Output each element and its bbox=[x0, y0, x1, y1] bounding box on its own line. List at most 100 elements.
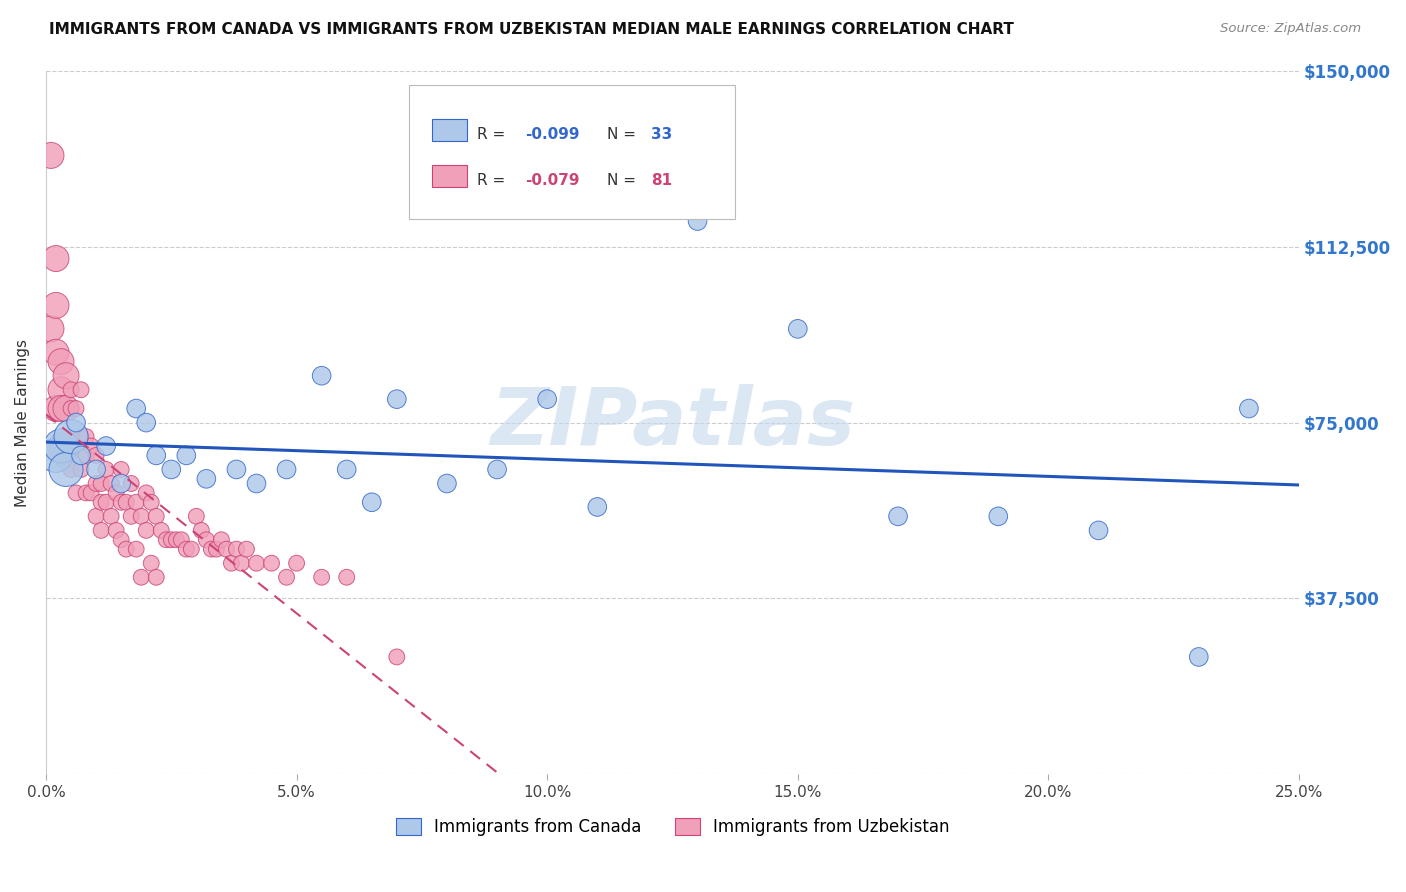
Point bbox=[336, 462, 359, 476]
Point bbox=[205, 542, 228, 557]
Text: R =: R = bbox=[477, 128, 510, 143]
Point bbox=[55, 401, 77, 416]
Point bbox=[75, 449, 97, 463]
Point bbox=[49, 354, 72, 368]
Legend: Immigrants from Canada, Immigrants from Uzbekistan: Immigrants from Canada, Immigrants from … bbox=[389, 812, 956, 843]
Point bbox=[215, 542, 238, 557]
Point bbox=[80, 486, 103, 500]
Point bbox=[160, 462, 183, 476]
Point bbox=[209, 533, 232, 547]
Point bbox=[105, 486, 128, 500]
Point bbox=[70, 462, 93, 476]
Point bbox=[115, 495, 138, 509]
Point bbox=[65, 416, 87, 430]
Point bbox=[94, 462, 117, 476]
Point bbox=[129, 509, 152, 524]
Point bbox=[49, 439, 72, 453]
Point bbox=[84, 509, 107, 524]
Point bbox=[135, 416, 157, 430]
Point bbox=[186, 509, 208, 524]
Point bbox=[221, 556, 243, 570]
Text: 81: 81 bbox=[651, 173, 672, 188]
Point bbox=[276, 462, 298, 476]
Point bbox=[1188, 649, 1211, 664]
Point bbox=[110, 495, 132, 509]
Text: Source: ZipAtlas.com: Source: ZipAtlas.com bbox=[1220, 22, 1361, 36]
Point bbox=[260, 556, 283, 570]
Text: N =: N = bbox=[607, 173, 641, 188]
Point bbox=[385, 649, 408, 664]
Point bbox=[436, 476, 458, 491]
Text: IMMIGRANTS FROM CANADA VS IMMIGRANTS FROM UZBEKISTAN MEDIAN MALE EARNINGS CORREL: IMMIGRANTS FROM CANADA VS IMMIGRANTS FRO… bbox=[49, 22, 1014, 37]
Point bbox=[155, 533, 177, 547]
Point bbox=[90, 524, 112, 538]
Point bbox=[231, 556, 253, 570]
Point bbox=[165, 533, 187, 547]
Point bbox=[245, 476, 267, 491]
Point bbox=[60, 462, 83, 476]
Point bbox=[49, 401, 72, 416]
Point bbox=[90, 476, 112, 491]
Point bbox=[200, 542, 222, 557]
Point bbox=[385, 392, 408, 406]
Point bbox=[311, 570, 333, 584]
Point bbox=[129, 570, 152, 584]
Point bbox=[145, 509, 167, 524]
Point bbox=[90, 495, 112, 509]
Point bbox=[486, 462, 509, 476]
Point bbox=[100, 509, 122, 524]
Point bbox=[84, 476, 107, 491]
Point bbox=[311, 368, 333, 383]
Point bbox=[70, 383, 93, 397]
Point bbox=[141, 556, 163, 570]
Point bbox=[60, 383, 83, 397]
Point bbox=[225, 542, 247, 557]
Point bbox=[245, 556, 267, 570]
Point bbox=[145, 449, 167, 463]
Point bbox=[45, 449, 67, 463]
Point bbox=[75, 430, 97, 444]
Point bbox=[190, 524, 212, 538]
Point bbox=[55, 449, 77, 463]
Point bbox=[115, 542, 138, 557]
Point bbox=[786, 322, 808, 336]
FancyBboxPatch shape bbox=[432, 119, 467, 141]
Point bbox=[987, 509, 1010, 524]
Point bbox=[65, 401, 87, 416]
Point bbox=[75, 486, 97, 500]
Text: ZIPatlas: ZIPatlas bbox=[491, 384, 855, 461]
Point bbox=[1237, 401, 1260, 416]
Point bbox=[84, 462, 107, 476]
Point bbox=[39, 148, 62, 162]
Point bbox=[84, 449, 107, 463]
Point bbox=[686, 214, 709, 228]
Point bbox=[65, 486, 87, 500]
Point bbox=[360, 495, 382, 509]
Point bbox=[125, 495, 148, 509]
Point bbox=[70, 430, 93, 444]
Text: N =: N = bbox=[607, 128, 641, 143]
Point bbox=[225, 462, 247, 476]
Text: R =: R = bbox=[477, 173, 510, 188]
Point bbox=[94, 495, 117, 509]
Point bbox=[70, 449, 93, 463]
Point bbox=[110, 533, 132, 547]
Point bbox=[135, 524, 157, 538]
Point bbox=[285, 556, 308, 570]
Point bbox=[45, 298, 67, 312]
Point bbox=[125, 401, 148, 416]
Point bbox=[176, 542, 198, 557]
Text: 33: 33 bbox=[651, 128, 672, 143]
Point bbox=[110, 462, 132, 476]
Point bbox=[100, 476, 122, 491]
Point bbox=[110, 476, 132, 491]
FancyBboxPatch shape bbox=[432, 164, 467, 187]
Point bbox=[60, 430, 83, 444]
Point bbox=[195, 472, 218, 486]
Point bbox=[49, 439, 72, 453]
Point bbox=[55, 368, 77, 383]
Point bbox=[39, 322, 62, 336]
Y-axis label: Median Male Earnings: Median Male Earnings bbox=[15, 339, 30, 507]
Point bbox=[195, 533, 218, 547]
Point bbox=[176, 449, 198, 463]
